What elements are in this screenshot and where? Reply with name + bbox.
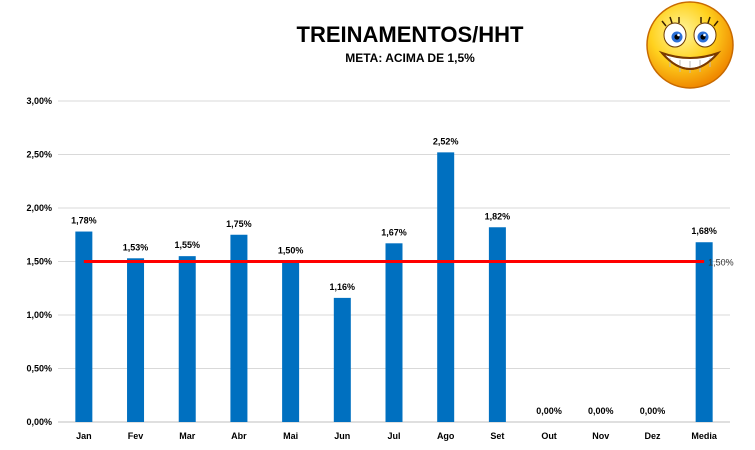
x-tick-label: Media (691, 431, 718, 441)
x-tick-label: Fev (128, 431, 144, 441)
bar (230, 234, 248, 422)
x-tick-label: Mar (179, 431, 196, 441)
y-tick-label: 2,00% (26, 203, 52, 213)
data-label: 1,67% (381, 227, 407, 237)
bar (437, 152, 455, 423)
x-tick-label: Ago (437, 431, 455, 441)
target-line-group: 1,50% (83, 258, 734, 268)
bar (488, 227, 506, 422)
data-label: 0,00% (536, 406, 562, 416)
data-label: 1,16% (330, 282, 356, 292)
bar (127, 258, 145, 422)
chart-title: TREINAMENTOS/HHT (297, 22, 524, 47)
y-tick-label: 0,00% (26, 417, 52, 427)
data-label: 1,82% (485, 211, 511, 221)
y-tick-label: 1,50% (26, 257, 52, 267)
x-tick-label: Out (541, 431, 557, 441)
bar-series: 1,78% 1,53% 1,55% 1,75% 1,50% 1,16% 1,67% 2,52%… (71, 136, 717, 423)
data-label: 1,75% (226, 219, 252, 229)
data-label: 1,68% (691, 226, 717, 236)
x-axis: Jan Fev Mar Abr Mai Jun Jul Ago Set Out Nov Dez Medi… (76, 431, 718, 441)
data-label: 2,52% (433, 136, 459, 146)
bar (385, 243, 403, 422)
chart-subtitle: META: ACIMA DE 1,5% (345, 51, 475, 65)
data-label: 1,78% (71, 216, 97, 226)
x-tick-label: Set (490, 431, 504, 441)
y-axis: 0,00% 0,50% 1,00% 1,50% 2,00% 2,50% 3,00% (26, 96, 52, 427)
bar (178, 256, 196, 422)
x-tick-label: Abr (231, 431, 247, 441)
target-label: 1,50% (708, 258, 734, 268)
bar (695, 242, 713, 422)
x-tick-label: Jan (76, 431, 92, 441)
data-label: 1,50% (278, 246, 304, 256)
data-label: 1,55% (174, 240, 200, 250)
x-tick-label: Mai (283, 431, 298, 441)
bar (282, 261, 300, 422)
smiling-face-icon (646, 1, 734, 89)
x-tick-label: Nov (592, 431, 609, 441)
x-tick-label: Jul (387, 431, 400, 441)
data-label: 1,53% (123, 242, 149, 252)
y-tick-label: 3,00% (26, 96, 52, 106)
data-label: 0,00% (640, 406, 666, 416)
y-tick-label: 0,50% (26, 364, 52, 374)
x-tick-label: Dez (644, 431, 661, 441)
data-label: 0,00% (588, 406, 614, 416)
x-tick-label: Jun (334, 431, 350, 441)
y-tick-label: 2,50% (26, 150, 52, 160)
bar (333, 297, 351, 422)
y-tick-label: 1,00% (26, 310, 52, 320)
bar (75, 231, 93, 422)
